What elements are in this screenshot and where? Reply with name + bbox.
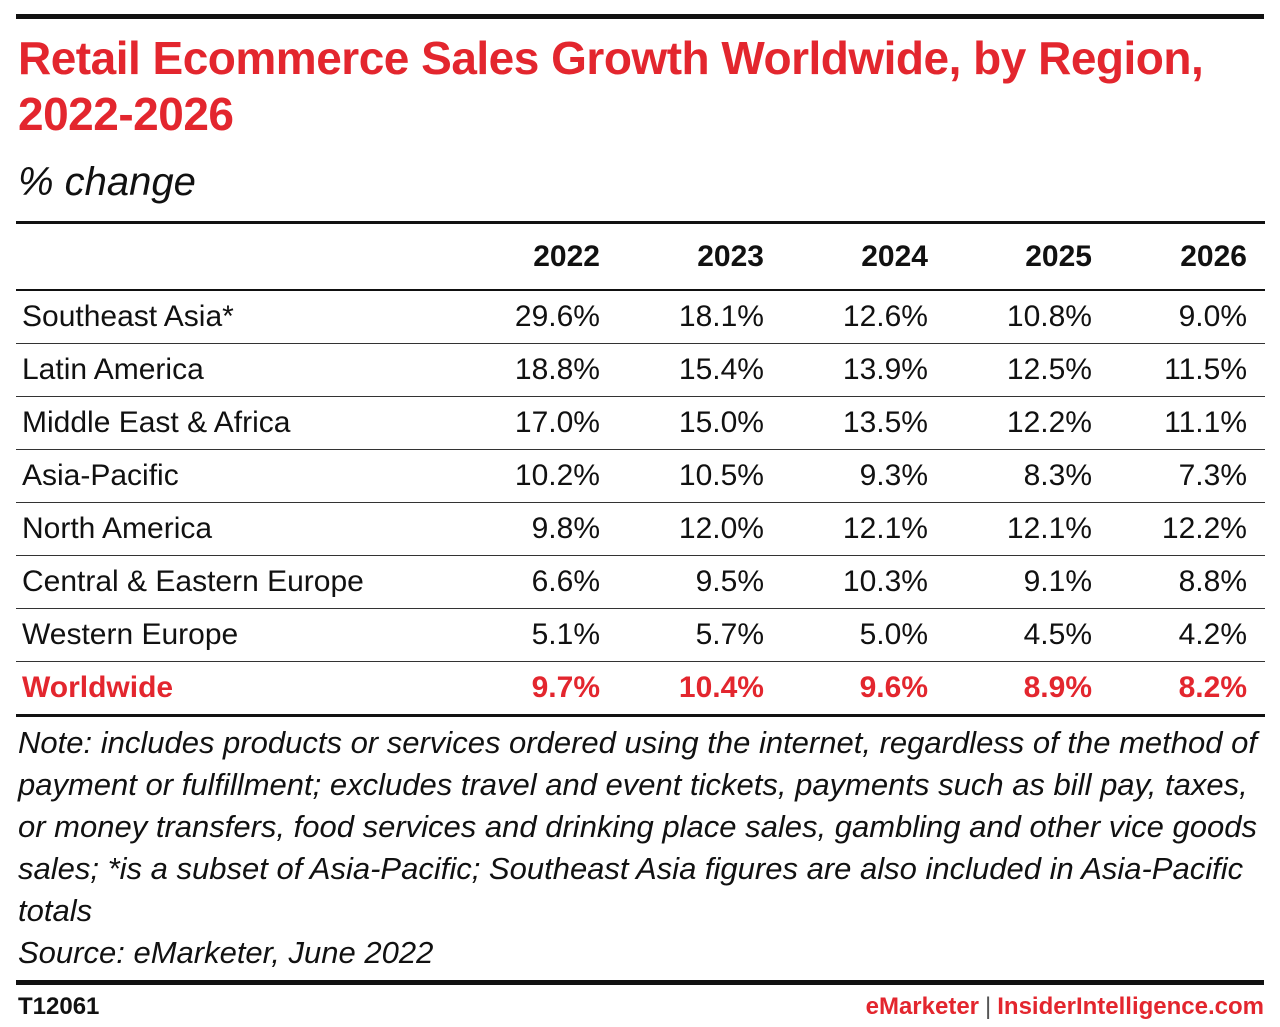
value-cell: 9.1% [946,555,1110,609]
table-row: Central & Eastern Europe 6.6% 9.5% 10.3% 9.1… [16,555,1265,609]
column-header: 2023 [697,239,764,273]
value-cell: 8.9% [946,661,1110,717]
value-cell: 11.1% [1110,396,1265,450]
note-text: Note: includes products or services orde… [18,725,1257,928]
header-label-cell [16,223,456,291]
value-cell: 10.4% [618,661,782,717]
value-cell: 12.1% [782,502,946,556]
data-table-container: 2022 2023 2024 2025 2026 Southeast Asia*… [16,221,1265,717]
value-cell: 12.2% [946,396,1110,450]
value-cell: 9.3% [782,449,946,503]
value-cell: 6.6% [456,555,618,609]
column-header: 2024 [861,239,928,273]
value-cell: 12.5% [946,343,1110,397]
column-header: 2022 [533,239,600,273]
value-cell: 17.0% [456,396,618,450]
chart-subtitle: % change [18,160,196,204]
table-row: Asia-Pacific 10.2% 10.5% 9.3% 8.3% 7.3% [16,449,1265,503]
value-cell: 9.8% [456,502,618,556]
column-header: 2025 [1025,239,1092,273]
row-label: Western Europe [16,608,456,662]
row-label: Worldwide [16,661,456,717]
chart-title: Retail Ecommerce Sales Growth Worldwide,… [18,32,1204,140]
value-cell: 10.2% [456,449,618,503]
table-header-row: 2022 2023 2024 2025 2026 [16,222,1265,291]
value-cell: 10.3% [782,555,946,609]
value-cell: 4.2% [1110,608,1265,662]
value-cell: 8.8% [1110,555,1265,609]
value-cell: 15.4% [618,343,782,397]
value-cell: 8.2% [1110,661,1265,717]
row-label: Southeast Asia* [16,290,456,344]
value-cell: 9.6% [782,661,946,717]
value-cell: 9.7% [456,661,618,717]
value-cell: 12.2% [1110,502,1265,556]
value-cell: 12.6% [782,290,946,344]
brand-separator: | [985,993,992,1020]
row-label: North America [16,502,456,556]
value-cell: 13.9% [782,343,946,397]
value-cell: 15.0% [618,396,782,450]
table-row: North America 9.8% 12.0% 12.1% 12.1% 12.2% [16,502,1265,556]
value-cell: 9.5% [618,555,782,609]
table-row: Latin America 18.8% 15.4% 13.9% 12.5% 11.5% [16,343,1265,397]
value-cell: 12.0% [618,502,782,556]
column-header: 2026 [1180,239,1247,273]
value-cell: 4.5% [946,608,1110,662]
table-row: Western Europe 5.1% 5.7% 5.0% 4.5% 4.2% [16,608,1265,662]
bottom-rule [16,980,1264,985]
value-cell: 8.3% [946,449,1110,503]
footnote: Note: includes products or services orde… [18,722,1268,974]
chart-id: T12061 [18,993,100,1020]
brand-insider-link[interactable]: InsiderIntelligence.com [997,993,1264,1020]
value-cell: 13.5% [782,396,946,450]
table-row: Middle East & Africa 17.0% 15.0% 13.5% 12.2%… [16,396,1265,450]
value-cell: 5.7% [618,608,782,662]
value-cell: 5.0% [782,608,946,662]
top-rule [16,14,1264,19]
value-cell: 7.3% [1110,449,1265,503]
row-label: Latin America [16,343,456,397]
value-cell: 11.5% [1110,343,1265,397]
value-cell: 12.1% [946,502,1110,556]
value-cell: 29.6% [456,290,618,344]
table-row: Southeast Asia* 29.6% 18.1% 12.6% 10.8% 9.0% [16,290,1265,344]
table-row: Worldwide 9.7% 10.4% 9.6% 8.9% 8.2% [16,661,1265,717]
value-cell: 5.1% [456,608,618,662]
table-body: Southeast Asia* 29.6% 18.1% 12.6% 10.8% 9.0% L… [16,290,1265,717]
row-label: Central & Eastern Europe [16,555,456,609]
brand-emarketer: eMarketer [865,993,980,1020]
row-label: Asia-Pacific [16,449,456,503]
data-table: 2022 2023 2024 2025 2026 Southeast Asia*… [16,221,1265,717]
value-cell: 18.8% [456,343,618,397]
value-cell: 10.8% [946,290,1110,344]
row-label: Middle East & Africa [16,396,456,450]
value-cell: 9.0% [1110,290,1265,344]
source-text: Source: eMarketer, June 2022 [18,935,434,970]
value-cell: 18.1% [618,290,782,344]
value-cell: 10.5% [618,449,782,503]
brand-footer: eMarketer | InsiderIntelligence.com [866,993,1264,1021]
